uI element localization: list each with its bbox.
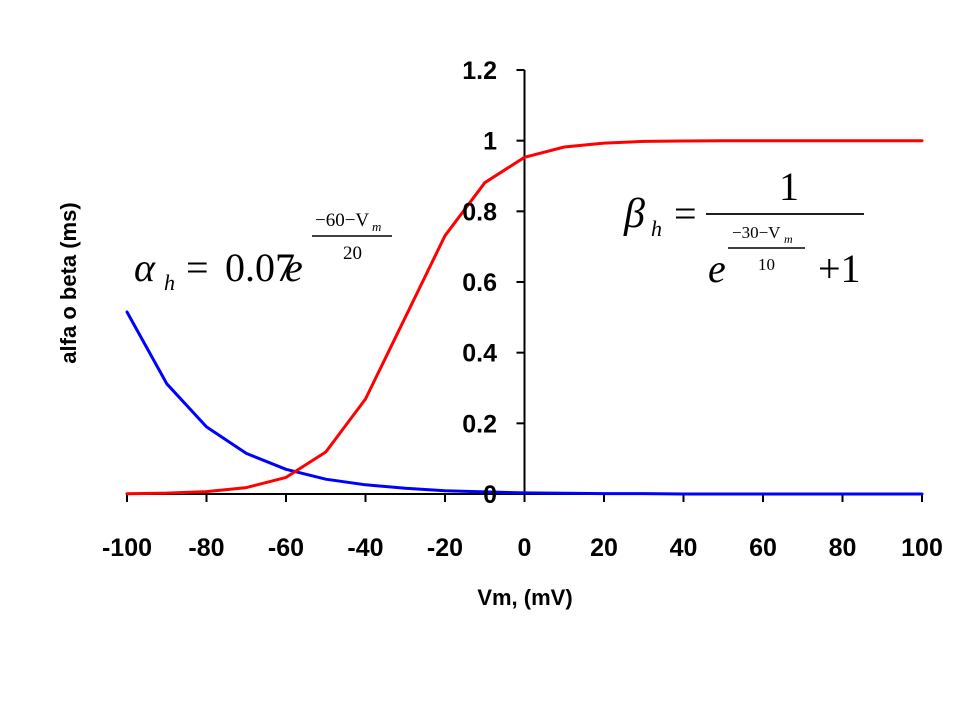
series-line-1 <box>125 310 924 496</box>
beta-exp-denominator: 10 <box>758 255 775 274</box>
beta-equation: β h = 1 e −30−V m 10 +1 <box>623 164 864 291</box>
x-tick-label: 0 <box>518 534 532 562</box>
beta-plus-one: +1 <box>818 246 861 291</box>
beta-exp-numerator: −30−V <box>732 223 781 242</box>
x-tick-label: 20 <box>590 534 618 562</box>
y-tick-label: 1.2 <box>462 57 497 85</box>
alpha-exp-denominator: 20 <box>343 243 362 264</box>
x-tick-label: 100 <box>901 534 943 562</box>
beta-subscript: h <box>651 216 662 241</box>
y-axis-title: alfa o beta (ms) <box>56 202 81 363</box>
y-tick-label: 0.6 <box>462 269 497 297</box>
x-tick-label: -20 <box>427 534 463 562</box>
y-tick-label: 0.4 <box>462 340 497 368</box>
beta-numerator: 1 <box>779 164 799 209</box>
series-line-2 <box>125 139 924 496</box>
alpha-base: e <box>285 245 303 290</box>
alpha-coefficient: 0.07 <box>225 245 295 290</box>
alpha-equation: α h = 0.07 e −60−V m 20 <box>134 210 392 295</box>
plot-lines <box>125 139 924 496</box>
x-tick-label: 40 <box>670 534 698 562</box>
x-tick-label: -60 <box>268 534 304 562</box>
alpha-equals: = <box>186 245 209 290</box>
y-tick-label: 0 <box>483 481 497 509</box>
beta-equals: = <box>674 191 697 236</box>
beta-exp-numerator-sub: m <box>784 232 793 246</box>
y-tick-label: 0.8 <box>462 198 497 226</box>
alpha-symbol: α <box>134 245 156 290</box>
alpha-subscript: h <box>164 270 175 295</box>
x-tick-label: -40 <box>347 534 383 562</box>
alpha-exp-numerator: −60−V <box>315 210 369 231</box>
y-tick-label: 1 <box>483 128 497 156</box>
tick-labels: -100 -80 -60 -40 -20 0 20 40 60 80 100 0 0.2 0.4 0.6 0.… <box>102 57 943 562</box>
y-tick-label: 0.2 <box>462 410 497 438</box>
beta-base: e <box>708 246 726 291</box>
x-tick-label: 60 <box>749 534 777 562</box>
x-tick-label: 80 <box>829 534 857 562</box>
x-tick-label: -100 <box>102 534 152 562</box>
x-axis-title: Vm, (mV) <box>477 585 572 610</box>
x-tick-label: -80 <box>188 534 224 562</box>
alpha-exp-numerator-sub: m <box>372 219 381 234</box>
beta-symbol: β <box>623 191 645 237</box>
